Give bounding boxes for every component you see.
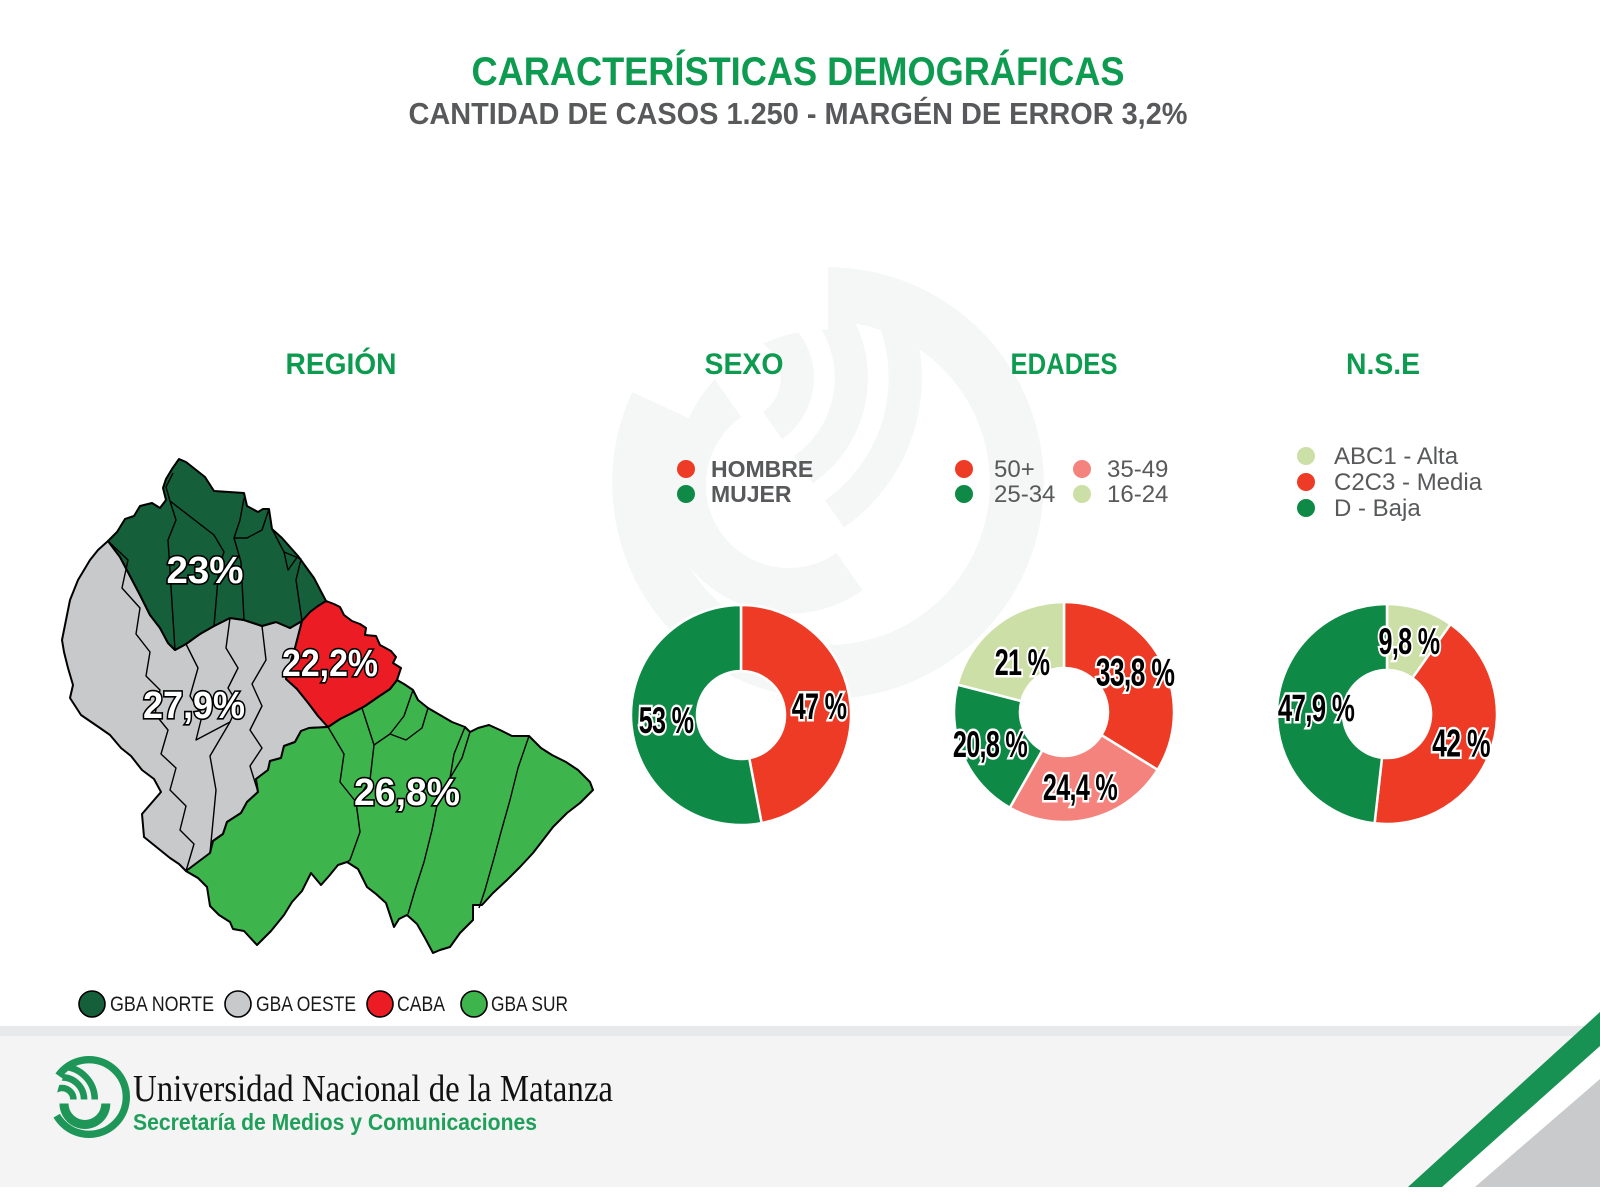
svg-text:24,4 %: 24,4 % <box>1043 766 1118 808</box>
svg-text:20,8 %: 20,8 % <box>953 723 1028 765</box>
svg-text:33,8 %: 33,8 % <box>1096 651 1175 694</box>
svg-text:REGIÓN: REGIÓN <box>286 347 397 381</box>
svg-text:47 %: 47 % <box>792 685 847 727</box>
svg-text:EDADES: EDADES <box>1011 348 1118 381</box>
svg-text:N.S.E: N.S.E <box>1346 348 1420 381</box>
svg-text:35-49: 35-49 <box>1107 456 1168 483</box>
svg-text:GBA SUR: GBA SUR <box>491 993 568 1016</box>
svg-text:23%: 23% <box>167 550 244 592</box>
svg-text:CARACTERÍSTICAS DEMOGRÁFICAS: CARACTERÍSTICAS DEMOGRÁFICAS <box>472 49 1125 94</box>
svg-text:Secretaría de Medios y Comunic: Secretaría de Medios y Comunicaciones <box>133 1109 537 1135</box>
svg-text:HOMBRE: HOMBRE <box>711 456 813 482</box>
svg-text:GBA OESTE: GBA OESTE <box>256 993 356 1016</box>
svg-text:26,8%: 26,8% <box>354 772 460 814</box>
svg-text:SEXO: SEXO <box>705 348 784 381</box>
svg-text:GBA NORTE: GBA NORTE <box>110 993 214 1016</box>
svg-text:Universidad Nacional de la Mat: Universidad Nacional de la Matanza <box>133 1068 613 1110</box>
svg-text:9,8 %: 9,8 % <box>1379 620 1440 662</box>
svg-text:47,9 %: 47,9 % <box>1278 687 1355 729</box>
svg-text:C2C3 - Media: C2C3 - Media <box>1334 469 1483 496</box>
svg-text:53 %: 53 % <box>639 699 694 741</box>
svg-text:ABC1 - Alta: ABC1 - Alta <box>1334 443 1459 470</box>
svg-text:27,9%: 27,9% <box>143 685 245 727</box>
svg-text:CANTIDAD DE CASOS 1.250 - MARG: CANTIDAD DE CASOS 1.250 - MARGÉN DE ERRO… <box>409 96 1188 131</box>
svg-text:50+: 50+ <box>994 456 1035 483</box>
svg-text:42 %: 42 % <box>1432 722 1490 765</box>
svg-text:21 %: 21 % <box>995 641 1050 683</box>
svg-text:CABA: CABA <box>397 993 445 1016</box>
svg-text:MUJER: MUJER <box>711 481 792 507</box>
svg-text:25-34: 25-34 <box>994 481 1055 508</box>
svg-text:22,2%: 22,2% <box>282 643 378 685</box>
svg-text:16-24: 16-24 <box>1107 481 1168 508</box>
svg-text:D - Baja: D - Baja <box>1334 495 1421 522</box>
